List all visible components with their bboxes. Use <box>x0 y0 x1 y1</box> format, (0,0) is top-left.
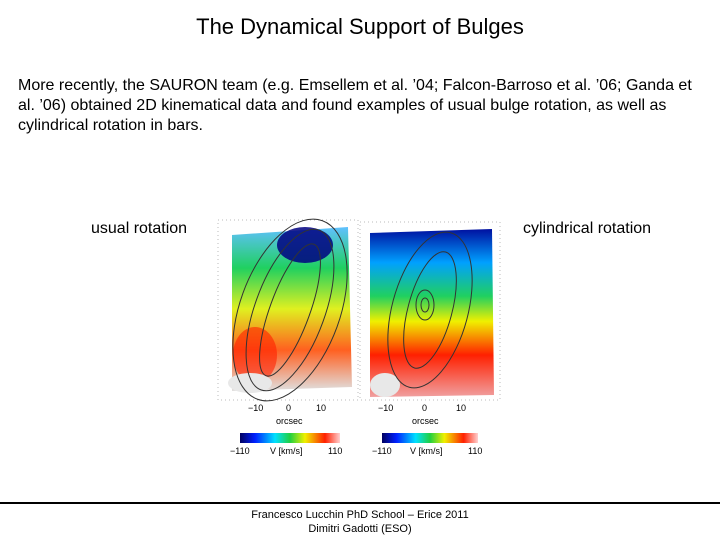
colorbar-max: 110 <box>328 446 343 456</box>
colorbar-label: V [km/s] <box>270 446 303 456</box>
x-tick-label: −10 <box>248 403 264 413</box>
x-tick-label: −10 <box>378 403 394 413</box>
label-right: cylindrical rotation <box>523 220 652 237</box>
colorbar-max: 110 <box>468 446 483 456</box>
x-tick-label: 10 <box>316 403 327 413</box>
footer-rule <box>0 502 720 504</box>
label-left: usual rotation <box>91 220 188 237</box>
colorbar <box>240 433 340 443</box>
footer-line: Dimitri Gadotti (ESO) <box>308 523 412 535</box>
x-axis-label: orcsec <box>276 416 303 426</box>
x-tick-label: 0 <box>422 403 428 413</box>
slide-title: The Dynamical Support of Bulges <box>196 14 524 39</box>
footer-line: Francesco Lucchin PhD School – Erice 201… <box>251 509 469 521</box>
x-axis-label: orcsec <box>412 416 439 426</box>
kinematic-maps <box>217 218 501 443</box>
body-text: More recently, the SAURON team (e.g. Ems… <box>18 77 692 134</box>
x-tick-label: 10 <box>456 403 467 413</box>
colorbar-label: V [km/s] <box>410 446 443 456</box>
colorbar-min: −110 <box>372 446 392 456</box>
colorbar-min: −110 <box>230 446 250 456</box>
colorbar <box>382 433 478 443</box>
x-tick-label: 0 <box>286 403 292 413</box>
